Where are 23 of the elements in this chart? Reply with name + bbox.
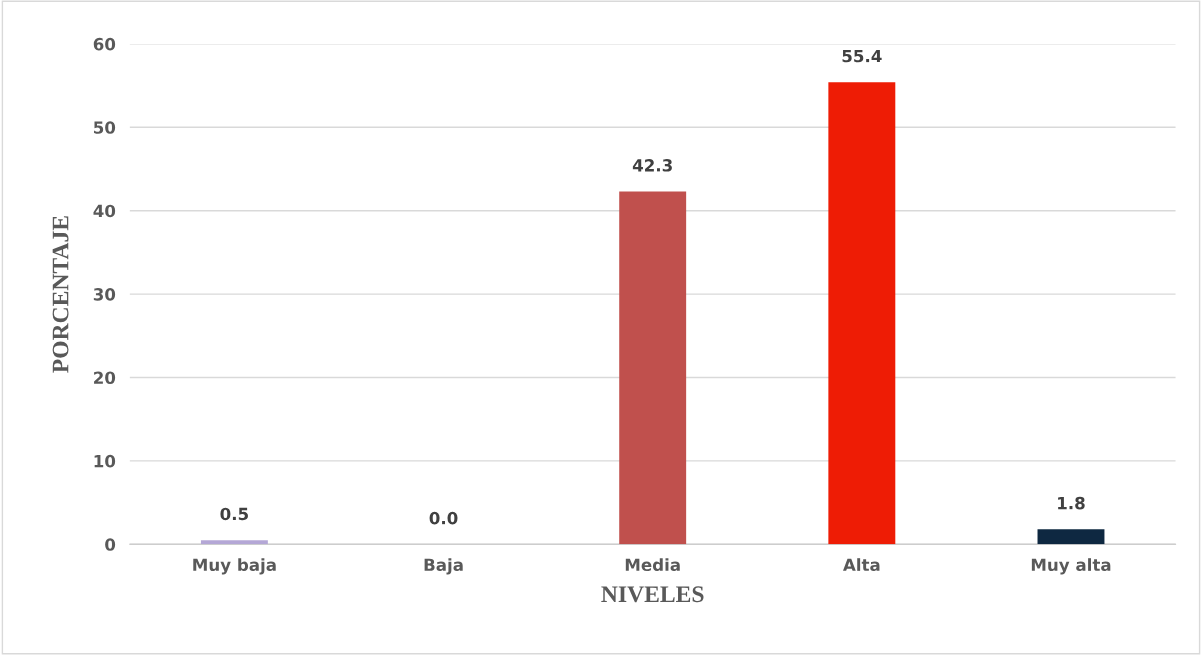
data-label: 0.0 bbox=[429, 511, 458, 525]
data-label: 42.3 bbox=[632, 159, 672, 172]
bar bbox=[200, 540, 268, 545]
x-tick-label: Media bbox=[625, 558, 680, 572]
bar bbox=[1037, 529, 1105, 545]
y-tick-label: 40 bbox=[93, 204, 116, 218]
y-tick-label: 30 bbox=[93, 288, 116, 301]
y-axis-title: PORCENTAJE bbox=[52, 216, 69, 373]
y-tick-label: 60 bbox=[93, 37, 116, 51]
y-tick-label: 0 bbox=[105, 538, 116, 551]
data-label: 0.5 bbox=[220, 507, 248, 521]
bar bbox=[828, 82, 896, 545]
y-tick-label: 10 bbox=[94, 454, 116, 468]
data-label: 1.8 bbox=[1058, 496, 1085, 510]
y-tick-label: 20 bbox=[94, 371, 116, 385]
x-tick-label: Baja bbox=[424, 558, 463, 575]
x-axis-title: NIVELES bbox=[601, 586, 704, 603]
y-tick-label: 50 bbox=[94, 121, 116, 134]
x-tick-label: Muy alta bbox=[1031, 558, 1111, 575]
x-tick-label: Muy baja bbox=[193, 558, 276, 575]
data-label: 55.4 bbox=[842, 49, 882, 63]
x-tick-label: Alta bbox=[843, 558, 880, 572]
bar bbox=[619, 191, 687, 545]
